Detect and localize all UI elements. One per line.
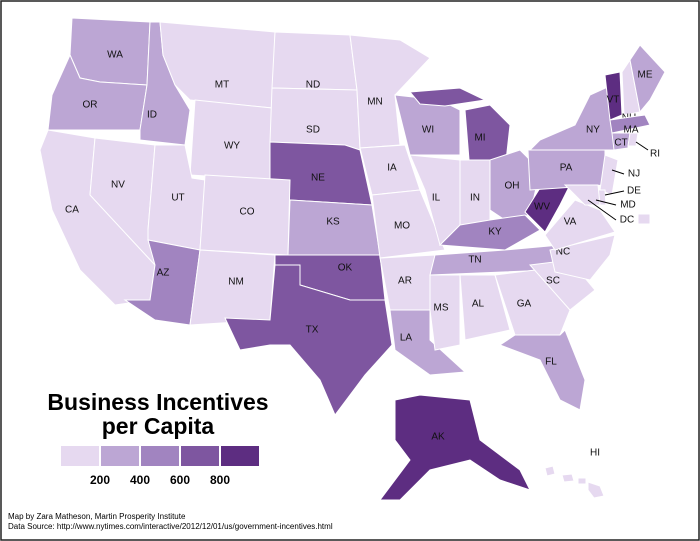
state [544,465,556,477]
leader-line [595,199,617,206]
state-label: AK [431,432,445,443]
leader-line [611,169,625,175]
state [459,274,511,341]
title-line: per Capita [102,413,215,439]
state-label: NJ [628,169,640,180]
state [494,269,571,336]
state-label: NV [111,180,125,191]
state-label: CA [65,205,79,216]
state [627,132,639,147]
state-label: WV [534,202,550,213]
title-line: Business Incentives [47,389,268,415]
state-label: NE [311,173,325,184]
state-label: PA [560,163,573,174]
state-label: SC [546,276,560,287]
state-label: NY [586,125,600,136]
state-label: VT [607,95,620,106]
state [349,34,431,149]
state-label: LA [400,333,413,344]
state [577,477,587,485]
state [224,264,393,416]
state-label: NM [228,277,244,288]
state-label: TX [306,325,319,336]
state-label: TN [468,255,481,266]
state [371,189,446,259]
state [611,132,631,151]
state-label: OR [83,100,98,111]
leader-line [587,199,617,221]
state [544,199,616,251]
state-label: MI [474,133,485,144]
state [498,329,586,411]
state-label: ID [147,110,157,121]
state-label: OK [338,263,353,274]
state-label: IN [470,193,480,204]
legend-tick-label: 400 [130,473,150,487]
state [604,71,623,121]
state-label: NC [556,247,570,258]
legend-swatch [101,446,139,466]
leader-line [635,141,649,151]
leader-line [604,190,625,196]
state-label: GA [517,299,532,310]
state-label: WA [107,50,123,61]
legend-tick-label: 600 [170,473,190,487]
state-label: KY [488,227,502,238]
legend-swatch [61,446,99,466]
state [379,394,531,501]
legend-swatch [181,446,219,466]
legend-swatch [221,446,259,466]
state-label: MA [624,125,639,136]
state-label: AZ [157,268,170,279]
state-label: VA [564,217,577,228]
legend-swatch [141,446,179,466]
state-label: ND [306,80,320,91]
state-label: CO [240,207,255,218]
state-label: MN [367,97,383,108]
legend-tick-label: 800 [210,473,230,487]
state [561,473,575,483]
state [563,184,601,206]
state-label: WY [224,141,240,152]
state-label: OH [505,181,520,192]
state [637,213,651,225]
state-label: SD [306,125,320,136]
state-label: CT [614,138,627,149]
state-label: AL [472,299,485,310]
state-label: HI [590,448,600,459]
state-label: UT [171,193,184,204]
legend-tick-label: 200 [90,473,110,487]
state [599,154,619,196]
state [629,44,666,114]
state-label: MT [215,80,229,91]
credit: Map by Zara Matheson, Martin Prosperity … [8,512,186,521]
state-label: MO [394,221,410,232]
state-label: RI [650,149,660,160]
state-label: DE [627,186,641,197]
state-label: ME [638,70,653,81]
state-label: FL [545,357,557,368]
state-label: IA [387,163,397,174]
state-label: KS [326,217,340,228]
state [587,481,605,499]
state-label: DC [620,215,634,226]
state-label: WI [422,125,434,136]
state [429,274,461,351]
state-label: MS [434,303,449,314]
state-label: IL [432,193,441,204]
state [609,114,651,134]
state-label: MD [620,200,636,211]
state-label: AR [398,276,412,287]
credit: Data Source: http://www.nytimes.com/inte… [8,522,333,531]
state [269,87,361,151]
state [408,87,487,107]
